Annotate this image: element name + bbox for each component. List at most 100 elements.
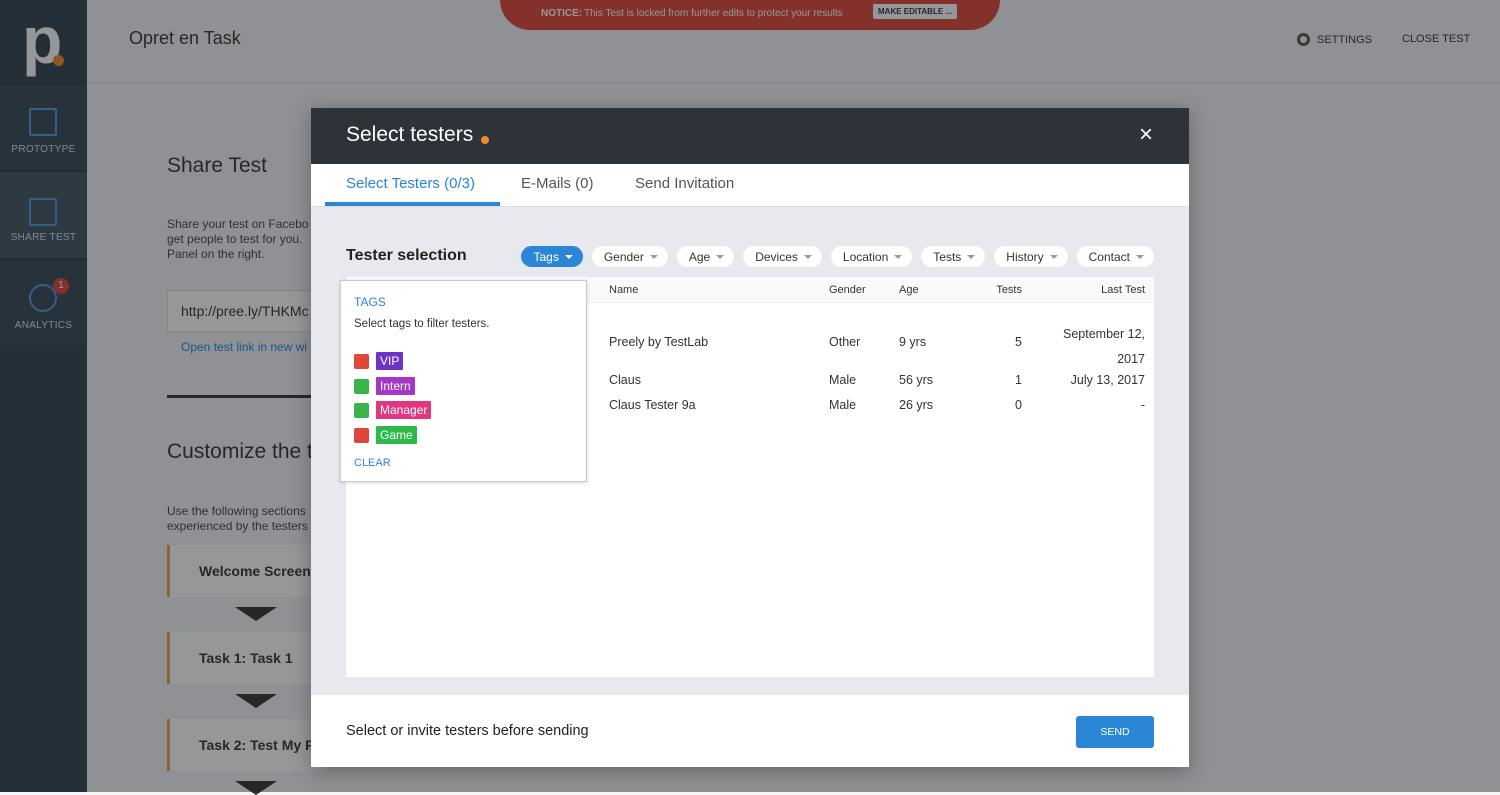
cell: Other [829,335,861,349]
column-header: Tests [996,284,1022,296]
tag-toggle[interactable] [354,427,369,443]
notice-label: NOTICE: [541,8,583,19]
modal-footer: Select or invite testers before sending S… [311,695,1189,767]
filter-label: History [1006,249,1044,264]
filter-label: Age [688,249,711,264]
tag[interactable]: Game [376,425,417,444]
link-box: http://pree.ly/THKMc [167,290,327,332]
cell: 56 yrs [899,373,934,387]
open-link[interactable]: Open test link in new wi [181,340,308,354]
tab[interactable]: Select Testers (0/3) [346,175,475,192]
popup-title: TAGS [354,295,386,309]
cell: 26 yrs [899,398,934,412]
filter[interactable]: Age [676,246,735,267]
title-dot [481,136,489,144]
caret [894,254,903,259]
customize-title: Customize the t [167,440,313,463]
nav-label: ANALYTICS [14,320,73,331]
cell: 5 [1015,335,1022,349]
step-label: Task 2: Test My P [199,737,315,753]
page-title: Opret en Task [129,28,241,48]
header: Opret en Task NOTICE: This Test is locked … [87,0,1500,83]
filter[interactable]: History [994,246,1068,267]
settings[interactable]: SETTINGS [1317,34,1373,46]
caret [967,254,976,259]
cell: 9 yrs [899,335,927,349]
step[interactable]: Task 1: Task 1 [167,632,327,684]
filter-label: Devices [755,249,798,264]
step-arrow [235,694,277,708]
share-text: Panel on the right. [167,247,265,261]
tab[interactable]: E-Mails (0) [521,175,594,192]
close-button[interactable]: × [1139,121,1154,148]
nav-item[interactable]: PROTOTYPE [0,83,87,170]
logo-dot [53,55,64,66]
tag-toggle[interactable] [354,403,369,418]
notice-text: This Test is locked from further edits t… [584,8,843,19]
cell: Claus Tester 9a [609,398,696,412]
filter-label: Contact [1088,249,1130,264]
divider [167,395,327,398]
column-header: Name [609,284,639,296]
step-label: Welcome Screen [199,563,311,579]
caret [649,254,658,259]
cell: Preely by TestLab [609,335,709,349]
notice-button[interactable]: MAKE EDITABLE ... [873,4,958,19]
filters: Tags Gender Age Devices Location Tests History… [521,246,1154,267]
filter[interactable]: Location [830,246,913,267]
filter[interactable]: Gender [591,246,668,267]
nav-item[interactable]: ANALYTICS 1 [0,259,87,346]
close-test[interactable]: CLOSE TEST [1402,33,1471,45]
customize-text: experienced by the testers [167,519,308,533]
filter[interactable]: Contact [1076,246,1154,267]
filter[interactable]: Tags [521,246,583,267]
column-header: Last Test [1101,284,1145,296]
cell: Claus [609,373,641,387]
share-text: get people to test for you. [167,232,303,246]
customize-text: Use the following sections [167,504,306,518]
filter[interactable]: Devices [743,246,822,267]
tab[interactable]: Send Invitation [635,175,735,192]
nav-icon [29,108,57,136]
share-title: Share Test [167,154,268,177]
modal-title: Select testers [346,123,474,146]
share-text: Share your test on Facebo [167,217,309,231]
tags-popup: TAGS Select tags to filter testers. VIP Int… [340,280,587,482]
footer-text: Select or invite testers before sending [346,723,589,739]
cell: - [1140,398,1145,412]
filter[interactable]: Tests [921,246,986,267]
step[interactable]: Task 2: Test My P [167,719,327,771]
step[interactable]: Welcome Screen [167,545,327,597]
nav-label: PROTOTYPE [11,144,76,155]
tag[interactable]: Intern [376,376,415,395]
popup-hint: Select tags to filter testers. [354,318,490,330]
filter-label: Gender [603,249,644,264]
section-title: Tester selection [346,247,467,264]
filter-label: Tags [533,249,559,264]
badge: 1 [53,278,69,294]
tag-toggle[interactable] [354,354,369,369]
tag[interactable]: VIP [376,352,404,370]
tabs: Select Testers (0/3) E-Mails (0) Send Invi… [311,164,1189,207]
cell: 0 [1015,398,1022,412]
nav-label: SHARE TEST [10,232,77,243]
caret [716,254,725,259]
sidebar: p PROTOTYPE SHARE TEST ANALYTICS 1 [0,0,87,792]
modal-header: Select testers × [311,108,1189,164]
caret [1049,254,1058,259]
cell: 1 [1015,373,1022,387]
send-button[interactable]: SEND [1076,716,1154,748]
nav-item[interactable]: SHARE TEST [0,171,87,258]
clear[interactable]: CLEAR [354,457,391,469]
modal: Select testers × Select Testers (0/3) E-Mai… [311,108,1189,767]
filter-label: Location [842,249,889,264]
step-label: Task 1: Task 1 [199,650,293,666]
nav-icon [29,284,57,312]
filter-label: Tests [933,249,962,264]
tag-toggle[interactable] [354,378,369,394]
tag[interactable]: Manager [376,401,432,419]
link: http://pree.ly/THKMc [181,303,309,319]
settings-icon [1297,33,1310,46]
